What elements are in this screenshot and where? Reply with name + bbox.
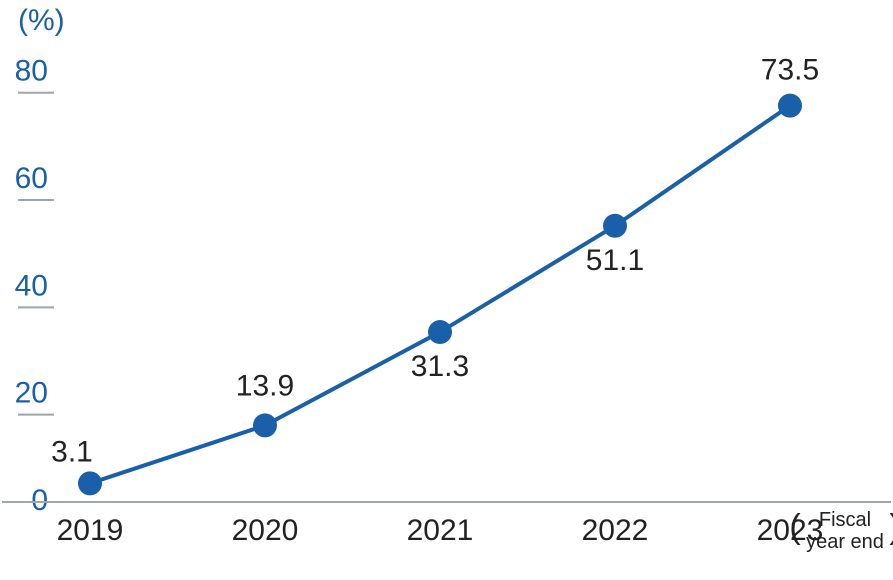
data-point-label: 73.5 bbox=[761, 54, 819, 87]
x-tick-label: 2022 bbox=[582, 514, 649, 547]
x-tick-label: 2019 bbox=[57, 514, 124, 547]
data-point bbox=[778, 94, 802, 118]
x-axis-caption-line2: year end bbox=[806, 531, 884, 553]
y-unit-label: (%) bbox=[18, 4, 65, 37]
data-point-label: 31.3 bbox=[411, 350, 469, 383]
x-axis-caption-paren-right: ) bbox=[889, 508, 893, 546]
y-tick-label: 60 bbox=[15, 162, 48, 195]
y-tick-label: 20 bbox=[15, 377, 48, 410]
data-point bbox=[428, 320, 452, 344]
x-tick-label: 2021 bbox=[407, 514, 474, 547]
x-tick-label: 2020 bbox=[232, 514, 299, 547]
data-point bbox=[78, 471, 102, 495]
data-point-label: 51.1 bbox=[586, 244, 644, 277]
series-line bbox=[90, 106, 790, 484]
y-tick-label: 0 bbox=[31, 484, 48, 517]
y-tick-label: 40 bbox=[15, 269, 48, 302]
data-point bbox=[603, 214, 627, 238]
line-chart: (%)02040608020192020202120222023(Fiscaly… bbox=[0, 0, 893, 580]
y-tick-label: 80 bbox=[15, 55, 48, 88]
x-axis-caption-line1: Fiscal bbox=[819, 509, 871, 531]
data-point-label: 3.1 bbox=[51, 435, 93, 468]
data-point-label: 13.9 bbox=[236, 369, 294, 402]
data-point bbox=[253, 413, 277, 437]
x-axis-caption-paren-left: ( bbox=[789, 508, 801, 546]
